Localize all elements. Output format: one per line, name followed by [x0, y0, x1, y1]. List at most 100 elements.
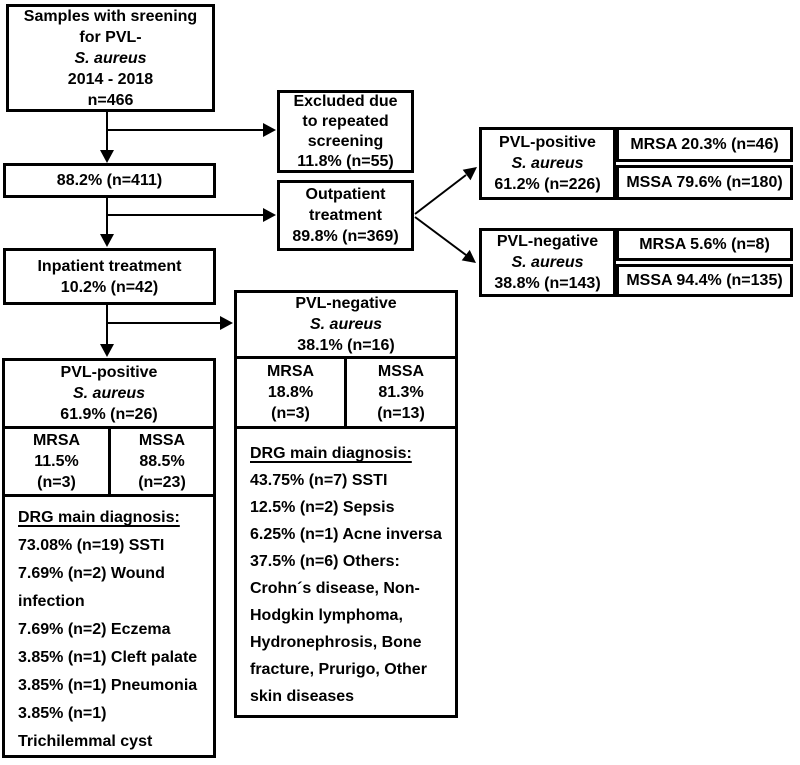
- samples-count: n=466: [87, 91, 134, 109]
- drg-item: 6.25% (n=1) Acne inversa: [250, 526, 442, 543]
- excluded-line-2: to repeated: [302, 112, 389, 130]
- arrow-branch-to-excluded: [107, 123, 276, 137]
- arrowhead-upright-icon: [462, 167, 477, 181]
- mssa-percent: 88.5%: [139, 453, 185, 470]
- drg-item: skin diseases: [250, 688, 355, 705]
- arrowhead-right-icon: [263, 123, 276, 137]
- outpatient-stat: 89.8% (n=369): [292, 228, 399, 245]
- arrowhead-right-icon: [263, 208, 276, 222]
- outpatient-pvl-positive-mssa-box: MSSA 79.6% (n=180): [616, 165, 793, 200]
- drg-heading: DRG main diagnosis:: [250, 445, 412, 462]
- inpatient-pvl-positive-panel: PVL-positive S. aureus 61.9% (n=26) MRSA…: [2, 358, 216, 758]
- samples-years: 2014 - 2018: [67, 70, 154, 88]
- drg-item: Crohn´s disease, Non-: [250, 580, 420, 597]
- drg-heading: DRG main diagnosis:: [18, 509, 180, 526]
- outpatient-line-1: Outpatient: [305, 186, 386, 203]
- pvl-negative-label: PVL-negative: [295, 295, 397, 312]
- pvl-positive-label: PVL-positive: [60, 364, 158, 381]
- drg-item: 73.08% (n=19) SSTI: [18, 537, 165, 554]
- pvl-negative-stat: 38.1% (n=16): [297, 337, 395, 354]
- drg-item: 3.85% (n=1): [18, 705, 107, 722]
- samples-line-2: for PVL-: [79, 28, 142, 46]
- outpatient-pvl-positive-mrsa-box: MRSA 20.3% (n=46): [616, 127, 793, 162]
- inpatient-pvl-positive-header: PVL-positive S. aureus 61.9% (n=26): [5, 361, 213, 429]
- drg-item: 43.75% (n=7) SSTI: [250, 472, 388, 489]
- arrowhead-down-icon: [100, 234, 114, 247]
- inpatient-pvl-negative-panel: PVL-negative S. aureus 38.1% (n=16) MRSA…: [234, 290, 458, 718]
- outpatient-pvl-negative-box: PVL-negative S. aureus 38.8% (n=143): [479, 228, 616, 297]
- drg-item: 12.5% (n=2) Sepsis: [250, 499, 395, 516]
- mssa-count: (n=13): [377, 405, 425, 422]
- arrow-included-to-inpatient: [100, 198, 114, 247]
- mrsa-label: MRSA: [32, 432, 81, 449]
- pvl-negative-species: S. aureus: [309, 316, 383, 333]
- mssa-cell: MSSA 88.5% (n=23): [111, 429, 213, 494]
- inpatient-pvl-negative-header: PVL-negative S. aureus 38.1% (n=16): [237, 293, 455, 359]
- drg-item: 7.69% (n=2) Eczema: [18, 621, 171, 638]
- samples-species: S. aureus: [74, 49, 147, 67]
- arrow-line: [414, 174, 467, 215]
- pvl-positive-stat: 61.9% (n=26): [60, 406, 158, 423]
- outpatient-pvl-positive-box: PVL-positive S. aureus 61.2% (n=226): [479, 127, 616, 200]
- arrow-branch-to-outpatient: [107, 208, 276, 222]
- drg-item: fracture, Prurigo, Other: [250, 661, 427, 678]
- outpatient-box: Outpatient treatment 89.8% (n=369): [277, 180, 414, 251]
- arrowhead-right-icon: [220, 316, 233, 330]
- mssa-label: MSSA: [377, 363, 425, 380]
- drg-item: 37.5% (n=6) Others:: [250, 553, 400, 570]
- arrowhead-downright-icon: [461, 249, 476, 263]
- drg-item: 3.85% (n=1) Pneumonia: [18, 677, 198, 694]
- pvl-positive-stat: 61.2% (n=226): [494, 176, 601, 193]
- mrsa-percent: 11.5%: [34, 453, 79, 470]
- pvl-positive-species: S. aureus: [511, 155, 584, 172]
- mssa-cell: MSSA 81.3% (n=13): [347, 359, 455, 426]
- outpatient-line-2: treatment: [309, 207, 382, 224]
- excluded-line-3: screening: [307, 132, 384, 150]
- excluded-line-1: Excluded due: [293, 92, 398, 110]
- pvl-positive-species: S. aureus: [72, 385, 146, 402]
- arrowhead-down-icon: [100, 150, 114, 163]
- mrsa-stat: MRSA 20.3% (n=46): [630, 136, 779, 153]
- mssa-stat: MSSA 94.4% (n=135): [626, 272, 783, 289]
- mrsa-mssa-row: MRSA 18.8% (n=3) MSSA 81.3% (n=13): [237, 359, 455, 429]
- drg-item: infection: [18, 593, 85, 610]
- included-stat: 88.2% (n=411): [56, 172, 163, 189]
- drg-list: 73.08% (n=19) SSTI 7.69% (n=2) Wound infec…: [18, 532, 213, 755]
- mrsa-percent: 18.8%: [267, 384, 314, 401]
- outpatient-pvl-negative-mrsa-box: MRSA 5.6% (n=8): [616, 228, 793, 261]
- drg-item: Hydronephrosis, Bone: [250, 634, 422, 651]
- included-percent-box: 88.2% (n=411): [3, 163, 216, 198]
- pvl-negative-stat: 38.8% (n=143): [494, 275, 601, 292]
- drg-item: Hodgkin lymphoma,: [250, 607, 403, 624]
- drg-item: 7.69% (n=2) Wound: [18, 565, 165, 582]
- pvl-positive-label: PVL-positive: [499, 134, 596, 151]
- samples-screening-box: Samples with sreening for PVL- S. aureus…: [6, 4, 215, 112]
- mssa-stat: MSSA 79.6% (n=180): [626, 174, 783, 191]
- arrow-line: [414, 216, 467, 256]
- arrow-samples-to-included: [100, 112, 114, 163]
- arrow-branch-to-pvl-negative: [107, 316, 233, 330]
- outpatient-pvl-negative-mssa-box: MSSA 94.4% (n=135): [616, 264, 793, 297]
- mrsa-label: MRSA: [266, 363, 315, 380]
- mrsa-stat: MRSA 5.6% (n=8): [639, 236, 770, 253]
- samples-line-1: Samples with sreening: [23, 7, 198, 25]
- mrsa-count: (n=3): [271, 405, 310, 422]
- mrsa-mssa-row: MRSA 11.5% (n=3) MSSA 88.5% (n=23): [5, 429, 213, 497]
- drg-item: Trichilemmal cyst: [18, 733, 153, 750]
- drg-list: 43.75% (n=7) SSTI 12.5% (n=2) Sepsis 6.25%…: [250, 467, 455, 710]
- arrowhead-down-icon: [100, 344, 114, 357]
- drg-item: 3.85% (n=1) Cleft palate: [18, 649, 198, 666]
- inpatient-box: Inpatient treatment 10.2% (n=42): [3, 248, 216, 305]
- excluded-stat: 11.8% (n=55): [297, 152, 394, 170]
- arrow-inpatient-to-pvl-positive: [100, 305, 114, 357]
- inpatient-stat: 10.2% (n=42): [60, 278, 159, 296]
- mssa-label: MSSA: [138, 432, 186, 449]
- mrsa-count: (n=3): [37, 474, 76, 491]
- pvl-negative-species: S. aureus: [511, 254, 584, 271]
- mrsa-cell: MRSA 11.5% (n=3): [5, 429, 111, 494]
- drg-diagnosis-section: DRG main diagnosis: 73.08% (n=19) SSTI 7.…: [5, 497, 213, 755]
- mssa-count: (n=23): [138, 474, 186, 491]
- pvl-negative-label: PVL-negative: [496, 233, 599, 250]
- inpatient-line-1: Inpatient treatment: [37, 257, 182, 275]
